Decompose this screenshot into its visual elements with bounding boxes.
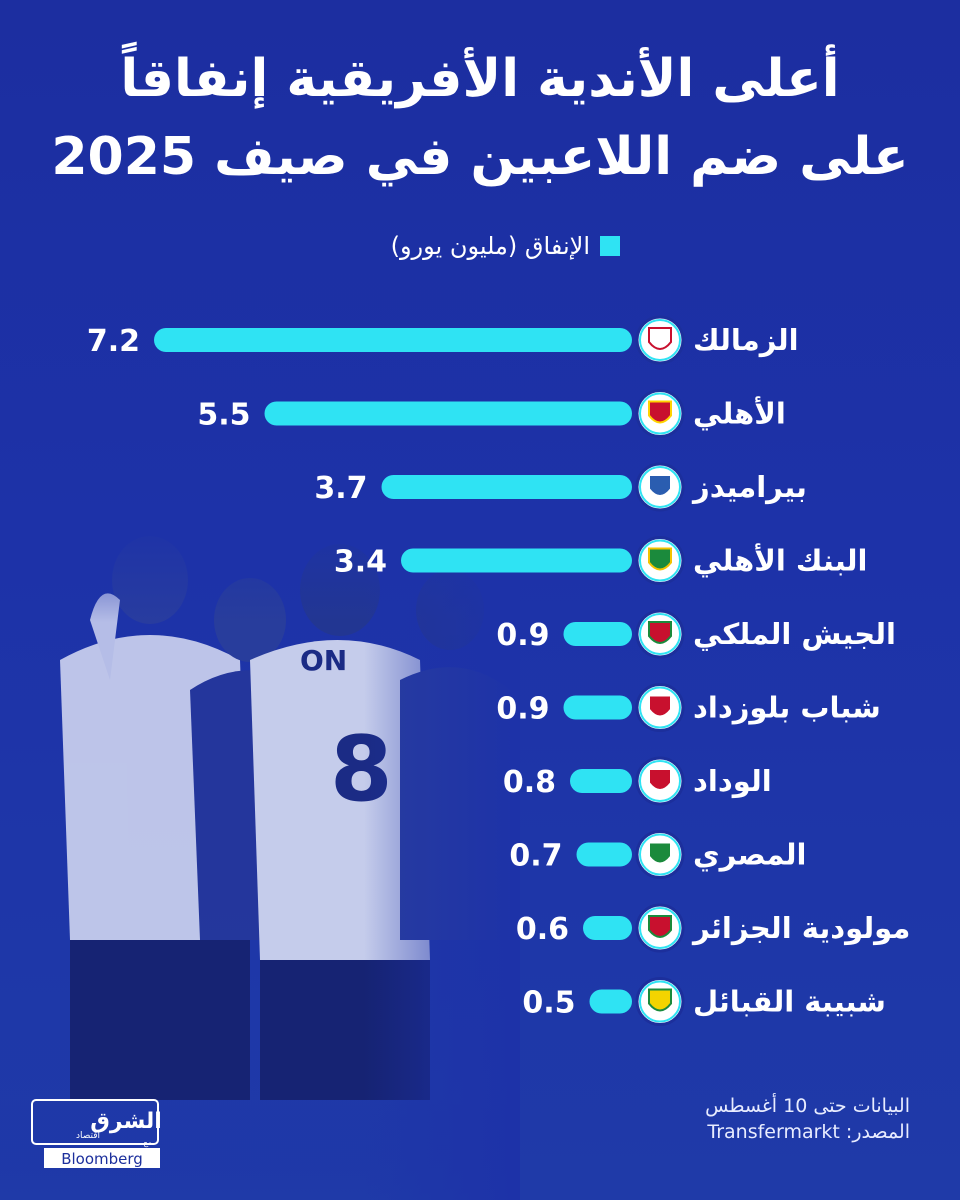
- pyramids-crest-icon: [635, 462, 685, 512]
- logo-brand-text: الشرق: [90, 1109, 162, 1134]
- bar: [583, 916, 632, 940]
- al-ahly-crest-icon: [635, 389, 685, 438]
- source-note: المصدر: Transfermarkt: [707, 1121, 910, 1143]
- bar: [563, 622, 632, 646]
- club-name: الجيش الملكي: [693, 617, 896, 651]
- value-label: 0.6: [516, 912, 569, 947]
- club-name: الزمالك: [693, 323, 799, 357]
- value-label: 3.7: [314, 471, 367, 506]
- legend-label: الإنفاق (مليون يورو): [390, 232, 590, 260]
- value-label: 0.9: [496, 692, 549, 727]
- club-name: شباب بلوزداد: [693, 691, 881, 725]
- club-name: الوداد: [693, 764, 772, 798]
- bar: [589, 989, 632, 1014]
- bar-row: 0.9 شباب بلوزداد: [496, 683, 881, 732]
- bar: [576, 842, 632, 867]
- bar-row: 0.5 شبيبة القبائل: [522, 977, 886, 1026]
- bar-row: 0.9 الجيش الملكي: [496, 609, 896, 659]
- cr-belouizdad-crest-icon: [635, 683, 685, 732]
- club-name: البنك الأهلي: [693, 543, 867, 578]
- title-line-2: على ضم اللاعبين في صيف 2025: [51, 127, 909, 187]
- value-label: 0.8: [503, 765, 556, 800]
- legend: الإنفاق (مليون يورو): [391, 232, 620, 260]
- bar: [154, 328, 632, 352]
- legend-swatch: [600, 236, 620, 256]
- bar-row: 5.5 الأهلي: [197, 389, 786, 438]
- bar-row: 0.7 المصري: [509, 830, 806, 879]
- value-label: 0.9: [496, 618, 549, 653]
- club-name: مولودية الجزائر: [691, 911, 910, 945]
- zamalek-crest-icon: [635, 315, 685, 365]
- mc-alger-crest-icon: [635, 903, 685, 953]
- bar-chart: 7.2 الزمالك 5.5 الأهلي 3.7 بيراميدز 3.4 البنك ا…: [87, 315, 910, 1026]
- logo-with-text: مع: [143, 1138, 152, 1147]
- bar: [570, 769, 632, 793]
- club-name: شبيبة القبائل: [693, 985, 886, 1019]
- al-masry-crest-icon: [635, 830, 685, 879]
- players-photo: ON 8: [0, 520, 520, 1200]
- bar-row: 7.2 الزمالك: [87, 315, 799, 365]
- bar: [401, 548, 632, 573]
- bar-row: 0.6 مولودية الجزائر: [516, 903, 910, 953]
- value-label: 0.5: [522, 986, 575, 1021]
- asharq-bloomberg-logo: الشرق اقتصاد مع Bloomberg: [31, 1099, 162, 1168]
- club-name: المصري: [693, 838, 806, 872]
- club-name: بيراميدز: [691, 470, 807, 504]
- bar: [563, 695, 632, 720]
- national-bank-crest-icon: [635, 536, 685, 585]
- bar: [381, 475, 632, 499]
- value-label: 3.4: [334, 545, 387, 580]
- data-date-note: البيانات حتى 10 أغسطس: [705, 1095, 910, 1117]
- value-label: 5.5: [197, 398, 250, 433]
- value-label: 7.2: [87, 324, 140, 359]
- far-rabat-crest-icon: [635, 609, 685, 659]
- bar-row: 3.7 بيراميدز: [314, 462, 807, 512]
- bar: [264, 401, 632, 426]
- js-kabylie-crest-icon: [635, 977, 685, 1026]
- club-name: الأهلي: [693, 396, 786, 431]
- bar-row: 0.8 الوداد: [503, 756, 772, 806]
- logo-sub-text: اقتصاد: [76, 1131, 100, 1141]
- wydad-crest-icon: [635, 756, 685, 806]
- footer-note: البيانات حتى 10 أغسطس المصدر: Transferma…: [705, 1093, 910, 1145]
- value-label: 0.7: [509, 839, 562, 874]
- bar-row: 3.4 البنك الأهلي: [334, 536, 867, 585]
- chart-title: أعلى الأندية الأفريقية إنفاقاً على ضم ال…: [40, 40, 920, 196]
- title-line-1: أعلى الأندية الأفريقية إنفاقاً: [120, 49, 840, 109]
- logo-partner-text: Bloomberg: [61, 1150, 143, 1168]
